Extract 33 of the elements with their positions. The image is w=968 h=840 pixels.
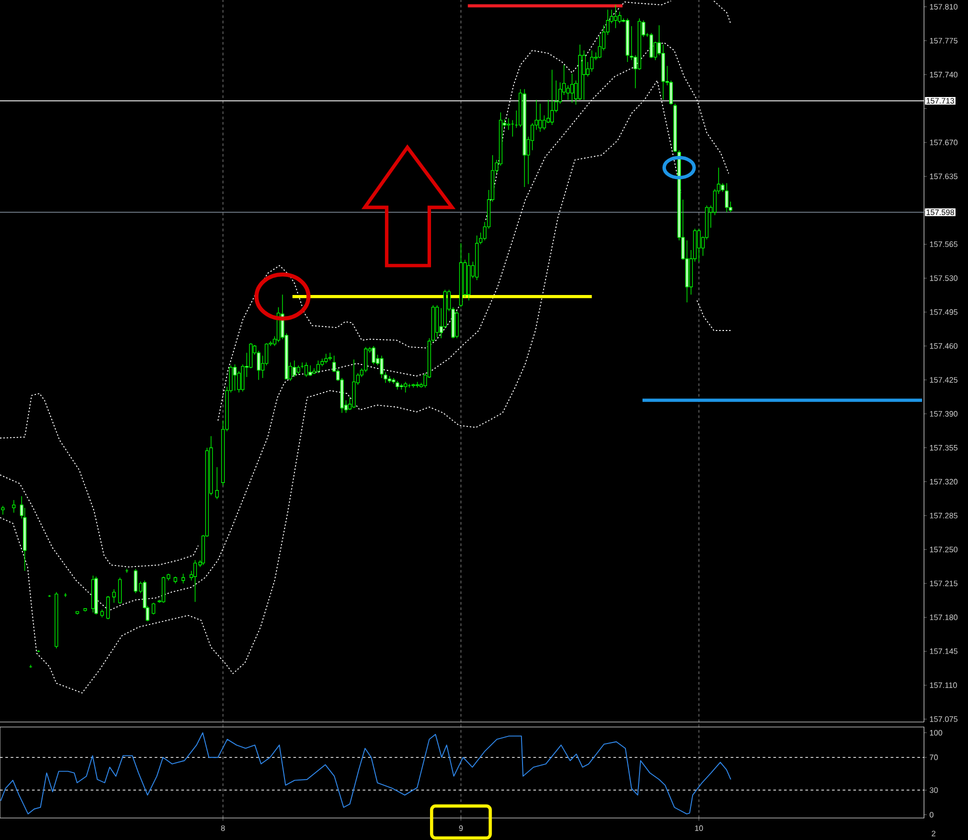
candlestick	[590, 50, 594, 72]
candlestick	[570, 73, 574, 104]
candlestick	[292, 360, 296, 378]
candlestick	[598, 36, 602, 58]
candlestick	[215, 466, 219, 500]
candlestick	[240, 364, 244, 392]
candlestick	[181, 573, 185, 584]
candlestick	[388, 376, 392, 384]
candlestick	[364, 346, 368, 372]
candlestick	[400, 383, 404, 390]
candlestick	[542, 114, 546, 130]
candlestick	[233, 364, 237, 391]
candlestick	[118, 577, 122, 604]
candlestick	[304, 362, 308, 378]
candlestick	[316, 360, 320, 374]
candlestick	[538, 103, 542, 132]
candlestick	[308, 365, 312, 376]
candlestick	[566, 84, 570, 100]
candlestick	[550, 69, 554, 126]
candlestick	[12, 500, 16, 514]
line-series	[0, 732, 732, 814]
candlestick	[618, 11, 622, 24]
candlestick	[614, 4, 618, 28]
candlestick	[669, 80, 673, 106]
candlestick	[106, 596, 110, 620]
candlestick	[249, 342, 253, 369]
candlestick	[328, 352, 332, 361]
candlestick	[650, 32, 654, 58]
candlestick	[697, 228, 701, 262]
candlestick	[372, 346, 376, 365]
candlestick	[455, 310, 459, 339]
candlestick	[582, 50, 586, 100]
candlestick	[725, 182, 728, 213]
